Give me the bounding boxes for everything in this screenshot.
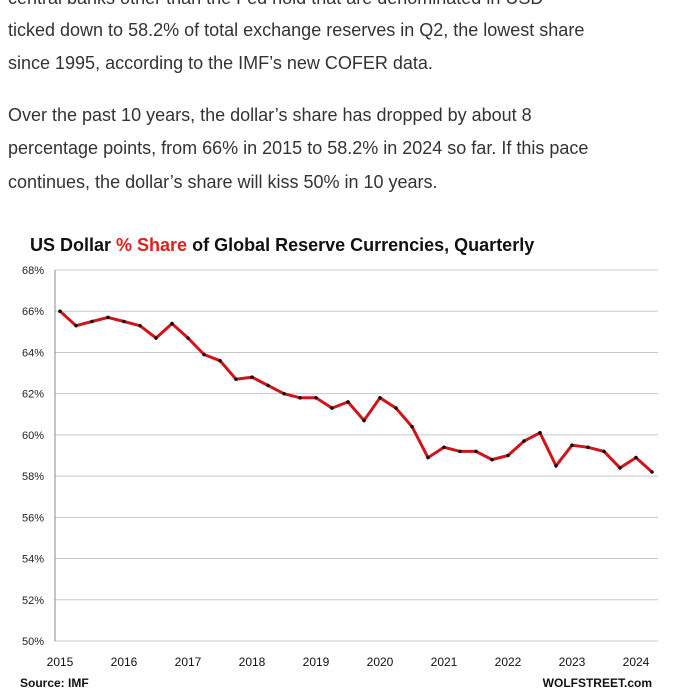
data-point bbox=[266, 383, 270, 388]
paragraph-line: continues, the dollar’s share will kiss … bbox=[8, 172, 438, 192]
x-tick-label: 2015 bbox=[47, 655, 74, 669]
paragraph-line: Over the past 10 years, the dollar’s sha… bbox=[8, 105, 532, 125]
x-tick-label: 2024 bbox=[623, 655, 650, 669]
data-point bbox=[394, 406, 398, 410]
y-tick-label: 52% bbox=[22, 595, 44, 607]
data-point bbox=[314, 395, 318, 400]
chart-title: US Dollar % Share of Global Reserve Curr… bbox=[30, 235, 534, 255]
data-point bbox=[618, 466, 622, 470]
data-point bbox=[138, 323, 142, 328]
y-tick-label: 50% bbox=[22, 636, 44, 648]
title-part: US Dollar bbox=[30, 235, 116, 255]
data-point bbox=[490, 457, 494, 462]
data-point bbox=[170, 321, 174, 326]
y-tick-label: 66% bbox=[22, 306, 44, 318]
data-point bbox=[442, 445, 446, 450]
y-tick-label: 64% bbox=[22, 347, 44, 359]
data-point bbox=[298, 395, 302, 400]
data-point bbox=[554, 464, 558, 468]
data-point bbox=[74, 323, 78, 328]
data-point bbox=[58, 309, 62, 314]
title-part: % Share bbox=[116, 235, 187, 255]
data-point bbox=[410, 424, 414, 429]
y-tick-label: 68% bbox=[22, 265, 44, 277]
data-point bbox=[90, 319, 94, 324]
data-point bbox=[250, 375, 254, 379]
data-point bbox=[426, 455, 430, 460]
data-point bbox=[634, 455, 638, 460]
data-point bbox=[154, 336, 158, 340]
data-point bbox=[602, 449, 606, 454]
data-point bbox=[186, 336, 190, 340]
data-point bbox=[586, 445, 590, 450]
y-tick-label: 56% bbox=[22, 512, 44, 524]
paragraph-line: ticked down to 58.2% of total exchange r… bbox=[8, 20, 584, 40]
y-tick-label: 60% bbox=[22, 430, 44, 442]
x-tick-label: 2020 bbox=[367, 655, 394, 669]
data-point bbox=[458, 449, 462, 454]
data-point bbox=[378, 395, 382, 400]
x-tick-label: 2022 bbox=[495, 655, 522, 669]
source: Source: IMF bbox=[20, 676, 89, 690]
data-point bbox=[202, 352, 206, 357]
data-point bbox=[218, 358, 222, 363]
x-tick-label: 2018 bbox=[239, 655, 266, 669]
data-point bbox=[538, 431, 542, 435]
data-point bbox=[522, 439, 526, 443]
data-point bbox=[362, 418, 366, 423]
x-tick-label: 2016 bbox=[111, 655, 138, 669]
data-point bbox=[234, 377, 238, 382]
data-point bbox=[106, 315, 110, 320]
data-point bbox=[122, 319, 126, 324]
y-tick-label: 58% bbox=[22, 471, 44, 483]
paragraph-line: central banks other than the Fed hold th… bbox=[8, 0, 543, 8]
credit: WOLFSTREET.com bbox=[543, 676, 652, 690]
data-point bbox=[346, 400, 350, 404]
data-point bbox=[650, 470, 654, 474]
title-part: of Global Reserve Currencies, Quarterly bbox=[187, 235, 534, 255]
data-point bbox=[474, 449, 478, 454]
x-tick-label: 2021 bbox=[431, 655, 458, 669]
y-tick-label: 54% bbox=[22, 554, 44, 566]
x-tick-label: 2019 bbox=[303, 655, 330, 669]
data-point bbox=[570, 443, 574, 447]
x-tick-label: 2017 bbox=[175, 655, 202, 669]
series-line bbox=[58, 310, 654, 474]
x-tick-label: 2023 bbox=[559, 655, 586, 669]
paragraph-line: since 1995, according to the IMF’s new C… bbox=[8, 53, 433, 73]
data-point bbox=[330, 406, 334, 410]
data-point bbox=[506, 453, 510, 458]
paragraph-line: percentage points, from 66% in 2015 to 5… bbox=[8, 138, 588, 158]
y-tick-label: 62% bbox=[22, 389, 44, 401]
data-point bbox=[282, 391, 286, 396]
